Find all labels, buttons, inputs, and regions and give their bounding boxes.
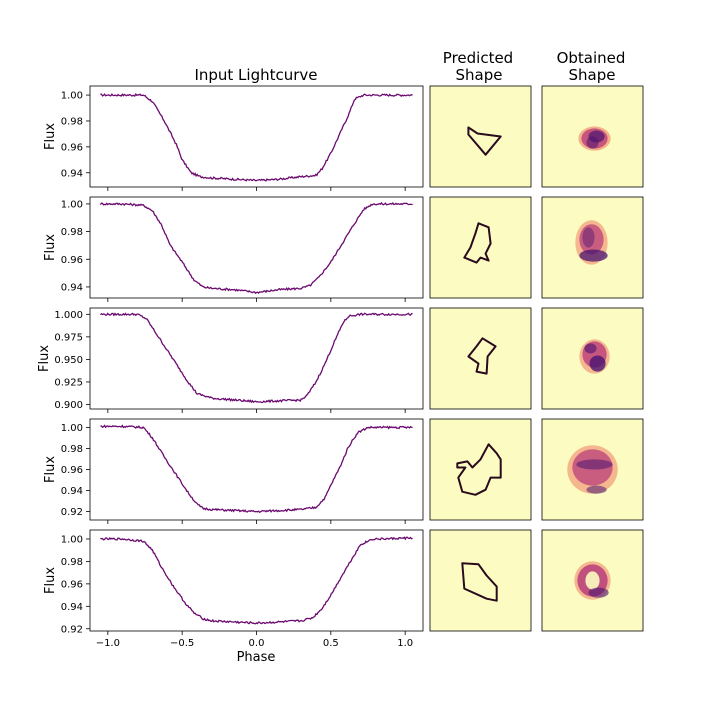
y-axis-label: Flux — [43, 567, 58, 594]
lightcurve-axes — [89, 529, 424, 632]
lightcurve-axes — [89, 196, 424, 299]
obtained-shape-blob — [585, 571, 600, 590]
obtained-shape-blob — [576, 459, 613, 470]
lightcurve-title: Input Lightcurve — [194, 66, 317, 84]
predicted-shape-outline — [467, 337, 497, 375]
y-tick-label: 0.94 — [61, 282, 83, 293]
panel-row: 0.900 0.925 0.950 0.975 1.000 Flux — [37, 307, 644, 413]
y-tick-label: 1.00 — [61, 91, 83, 102]
y-tick-label: 1.000 — [54, 310, 83, 321]
y-tick-label: 0.92 — [61, 624, 83, 635]
lightcurve-line — [99, 201, 413, 295]
predicted-shape-outline — [463, 222, 492, 264]
y-axis-label: Flux — [43, 456, 58, 483]
y-axis-label: Flux — [43, 234, 58, 261]
y-tick-label: 0.96 — [61, 465, 83, 476]
obtained-title-line2: Shape — [569, 66, 616, 84]
y-tick-label: 0.98 — [61, 444, 83, 455]
obtained-shape-blob — [586, 136, 599, 149]
y-tick-label: 1.00 — [61, 534, 83, 545]
y-tick-label: 0.92 — [61, 507, 83, 518]
y-tick-label: 0.98 — [61, 116, 83, 127]
lightcurve-axes — [89, 307, 424, 410]
x-tick-label: −1.0 — [96, 638, 120, 649]
predicted-shape-panel — [429, 307, 532, 410]
lightcurve-line — [100, 424, 413, 514]
predicted-shape-panel — [429, 418, 532, 521]
obtained-shape-blob — [579, 224, 604, 255]
predicted-title-line2: Shape — [456, 66, 503, 84]
y-tick-label: 0.94 — [61, 486, 83, 497]
y-tick-label: 0.925 — [54, 377, 83, 388]
y-tick-label: 0.975 — [54, 332, 83, 343]
y-axis-label: Flux — [37, 345, 52, 372]
predicted-shape-outline — [456, 443, 502, 496]
obtained-title-line1: Obtained — [557, 49, 626, 67]
predicted-shape-panel — [429, 85, 532, 188]
y-tick-label: 0.96 — [61, 255, 83, 266]
lightcurve-line — [100, 536, 413, 625]
y-tick-label: 0.950 — [54, 355, 83, 366]
x-tick-label: 1.0 — [397, 638, 413, 649]
panel-row: 0.94 0.96 0.98 1.00 Flux — [43, 196, 644, 302]
x-tick-label: −0.5 — [170, 638, 194, 649]
x-tick-label: 0.0 — [249, 638, 265, 649]
y-tick-label: 1.00 — [61, 423, 83, 434]
panel-row: 0.92 0.94 0.96 0.98 1.00 Flux −1.0 −0.5 0.0 0.5 1.… — [43, 529, 644, 649]
y-tick-label: 0.96 — [61, 142, 83, 153]
y-axis-label: Flux — [43, 123, 58, 150]
panel-row: 0.92 0.94 0.96 0.98 1.00 Flux — [43, 418, 644, 524]
obtained-shape-blob — [589, 355, 606, 372]
x-axis-label: Phase — [237, 650, 276, 665]
obtained-shape-blob — [584, 343, 597, 354]
y-tick-label: 1.00 — [61, 199, 83, 210]
predicted-shape-panel — [429, 196, 532, 299]
lightcurve-line — [100, 92, 413, 182]
predicted-shape-panel — [429, 529, 532, 632]
x-tick-label: 0.5 — [323, 638, 339, 649]
y-tick-label: 0.98 — [61, 227, 83, 238]
predicted-shape-outline — [461, 562, 498, 602]
predicted-title-line1: Predicted — [443, 49, 513, 67]
panel-rows: 0.940.960.981.00Flux0.940.960.981.00Flux… — [37, 85, 644, 649]
obtained-shape-blob — [582, 227, 595, 248]
obtained-shape-blob — [588, 587, 609, 598]
lightcurve-axes — [89, 85, 424, 188]
panel-row: 0.94 0.96 0.98 1.00 Flux — [43, 85, 644, 191]
lightcurve-axes — [89, 418, 424, 521]
y-tick-label: 0.900 — [54, 400, 83, 411]
y-tick-label: 0.94 — [61, 602, 83, 613]
obtained-shape-blob — [586, 485, 607, 494]
lightcurve-line — [99, 312, 413, 404]
y-tick-label: 0.94 — [61, 168, 83, 179]
y-tick-label: 0.98 — [61, 557, 83, 568]
y-tick-label: 0.96 — [61, 579, 83, 590]
obtained-shape-blob — [579, 249, 608, 262]
predicted-shape-outline — [467, 126, 502, 156]
